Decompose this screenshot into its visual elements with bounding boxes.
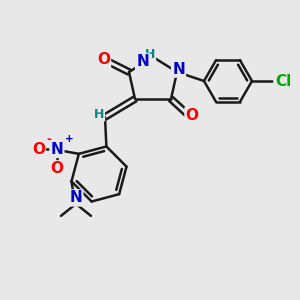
Text: O: O (32, 142, 45, 157)
Text: N: N (70, 190, 82, 206)
Text: +: + (65, 134, 74, 144)
Text: Cl: Cl (275, 74, 291, 88)
Text: O: O (97, 52, 110, 68)
Text: O: O (50, 161, 63, 176)
Text: O: O (185, 108, 199, 123)
Text: N: N (136, 54, 149, 69)
Text: H: H (94, 107, 104, 121)
Text: -: - (47, 133, 52, 146)
Text: H: H (145, 48, 155, 61)
Text: N: N (172, 61, 185, 76)
Text: N: N (51, 142, 63, 157)
